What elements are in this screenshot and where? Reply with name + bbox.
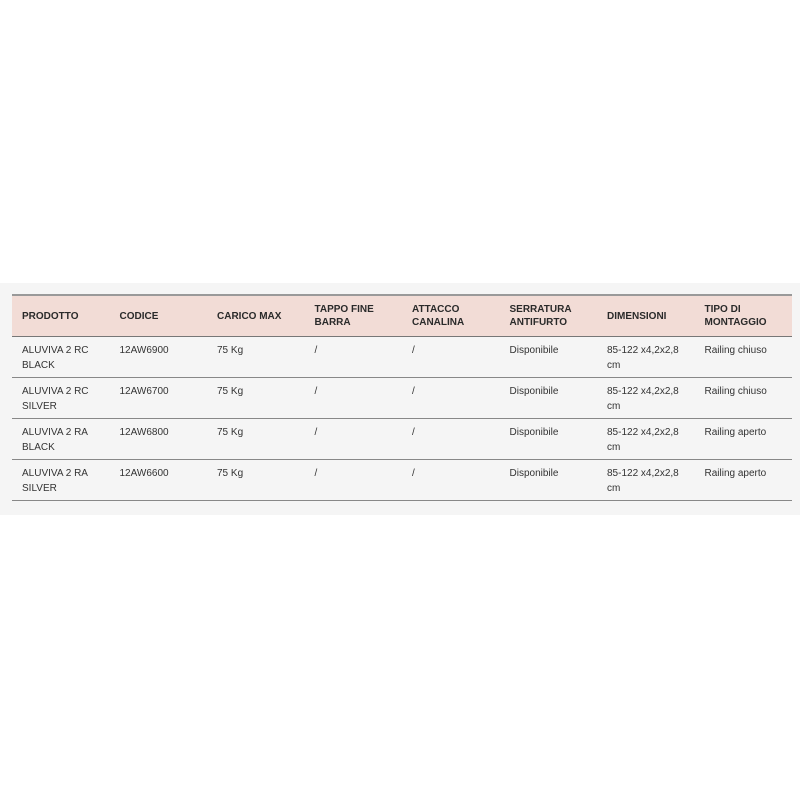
column-header: CARICO MAX: [207, 294, 305, 337]
table-cell: 12AW6600: [109, 459, 207, 501]
table-row: ALUVIVA 2 RC BLACK 12AW6900 75 Kg / / Disponi…: [12, 336, 792, 378]
table-cell: /: [304, 377, 402, 419]
table-cell: ALUVIVA 2 RA BLACK: [12, 418, 110, 460]
column-header: PRODOTTO: [12, 294, 110, 337]
table-cell: 12AW6800: [109, 418, 207, 460]
product-spec-table: PRODOTTO CODICE CARICO MAX TAPPO FINE BARRA…: [12, 294, 792, 501]
table-cell: Disponibile: [499, 336, 597, 378]
column-header: CODICE: [109, 294, 207, 337]
table-row: ALUVIVA 2 RA BLACK 12AW6800 75 Kg / / Disponi…: [12, 418, 792, 460]
table-cell: 85-122 x4,2x2,8 cm: [597, 418, 695, 460]
table-row: ALUVIVA 2 RA SILVER 12AW6600 75 Kg / / Dispon…: [12, 459, 792, 501]
column-header: SERRATURA ANTIFURTO: [499, 294, 597, 337]
table-cell: 85-122 x4,2x2,8 cm: [597, 459, 695, 501]
table-cell: ALUVIVA 2 RA SILVER: [12, 459, 110, 501]
table-cell: 75 Kg: [207, 377, 305, 419]
table-cell: Railing aperto: [694, 459, 792, 501]
table-cell: /: [402, 418, 500, 460]
table-cell: Railing aperto: [694, 418, 792, 460]
table-cell: 12AW6700: [109, 377, 207, 419]
table-cell: /: [402, 336, 500, 378]
table-header-row: PRODOTTO CODICE CARICO MAX TAPPO FINE BARRA…: [12, 294, 792, 337]
table-cell: /: [402, 377, 500, 419]
column-header: TIPO DI MONTAGGIO: [694, 294, 792, 337]
table-row: ALUVIVA 2 RC SILVER 12AW6700 75 Kg / / Dispon…: [12, 377, 792, 419]
table-cell: /: [304, 459, 402, 501]
table-cell: Railing chiuso: [694, 377, 792, 419]
table-cell: /: [304, 418, 402, 460]
table-cell: Disponibile: [499, 418, 597, 460]
table-cell: ALUVIVA 2 RC BLACK: [12, 336, 110, 378]
table-cell: Disponibile: [499, 377, 597, 419]
table-cell: /: [304, 336, 402, 378]
table-cell: 12AW6900: [109, 336, 207, 378]
table-cell: 75 Kg: [207, 459, 305, 501]
table-cell: 85-122 x4,2x2,8 cm: [597, 377, 695, 419]
table-cell: /: [402, 459, 500, 501]
table-cell: Railing chiuso: [694, 336, 792, 378]
table-cell: 75 Kg: [207, 418, 305, 460]
table-cell: 75 Kg: [207, 336, 305, 378]
column-header: ATTACCO CANALINA: [402, 294, 500, 337]
table-cell: 85-122 x4,2x2,8 cm: [597, 336, 695, 378]
table-cell: ALUVIVA 2 RC SILVER: [12, 377, 110, 419]
column-header: TAPPO FINE BARRA: [304, 294, 402, 337]
column-header: DIMENSIONI: [597, 294, 695, 337]
table-cell: Disponibile: [499, 459, 597, 501]
